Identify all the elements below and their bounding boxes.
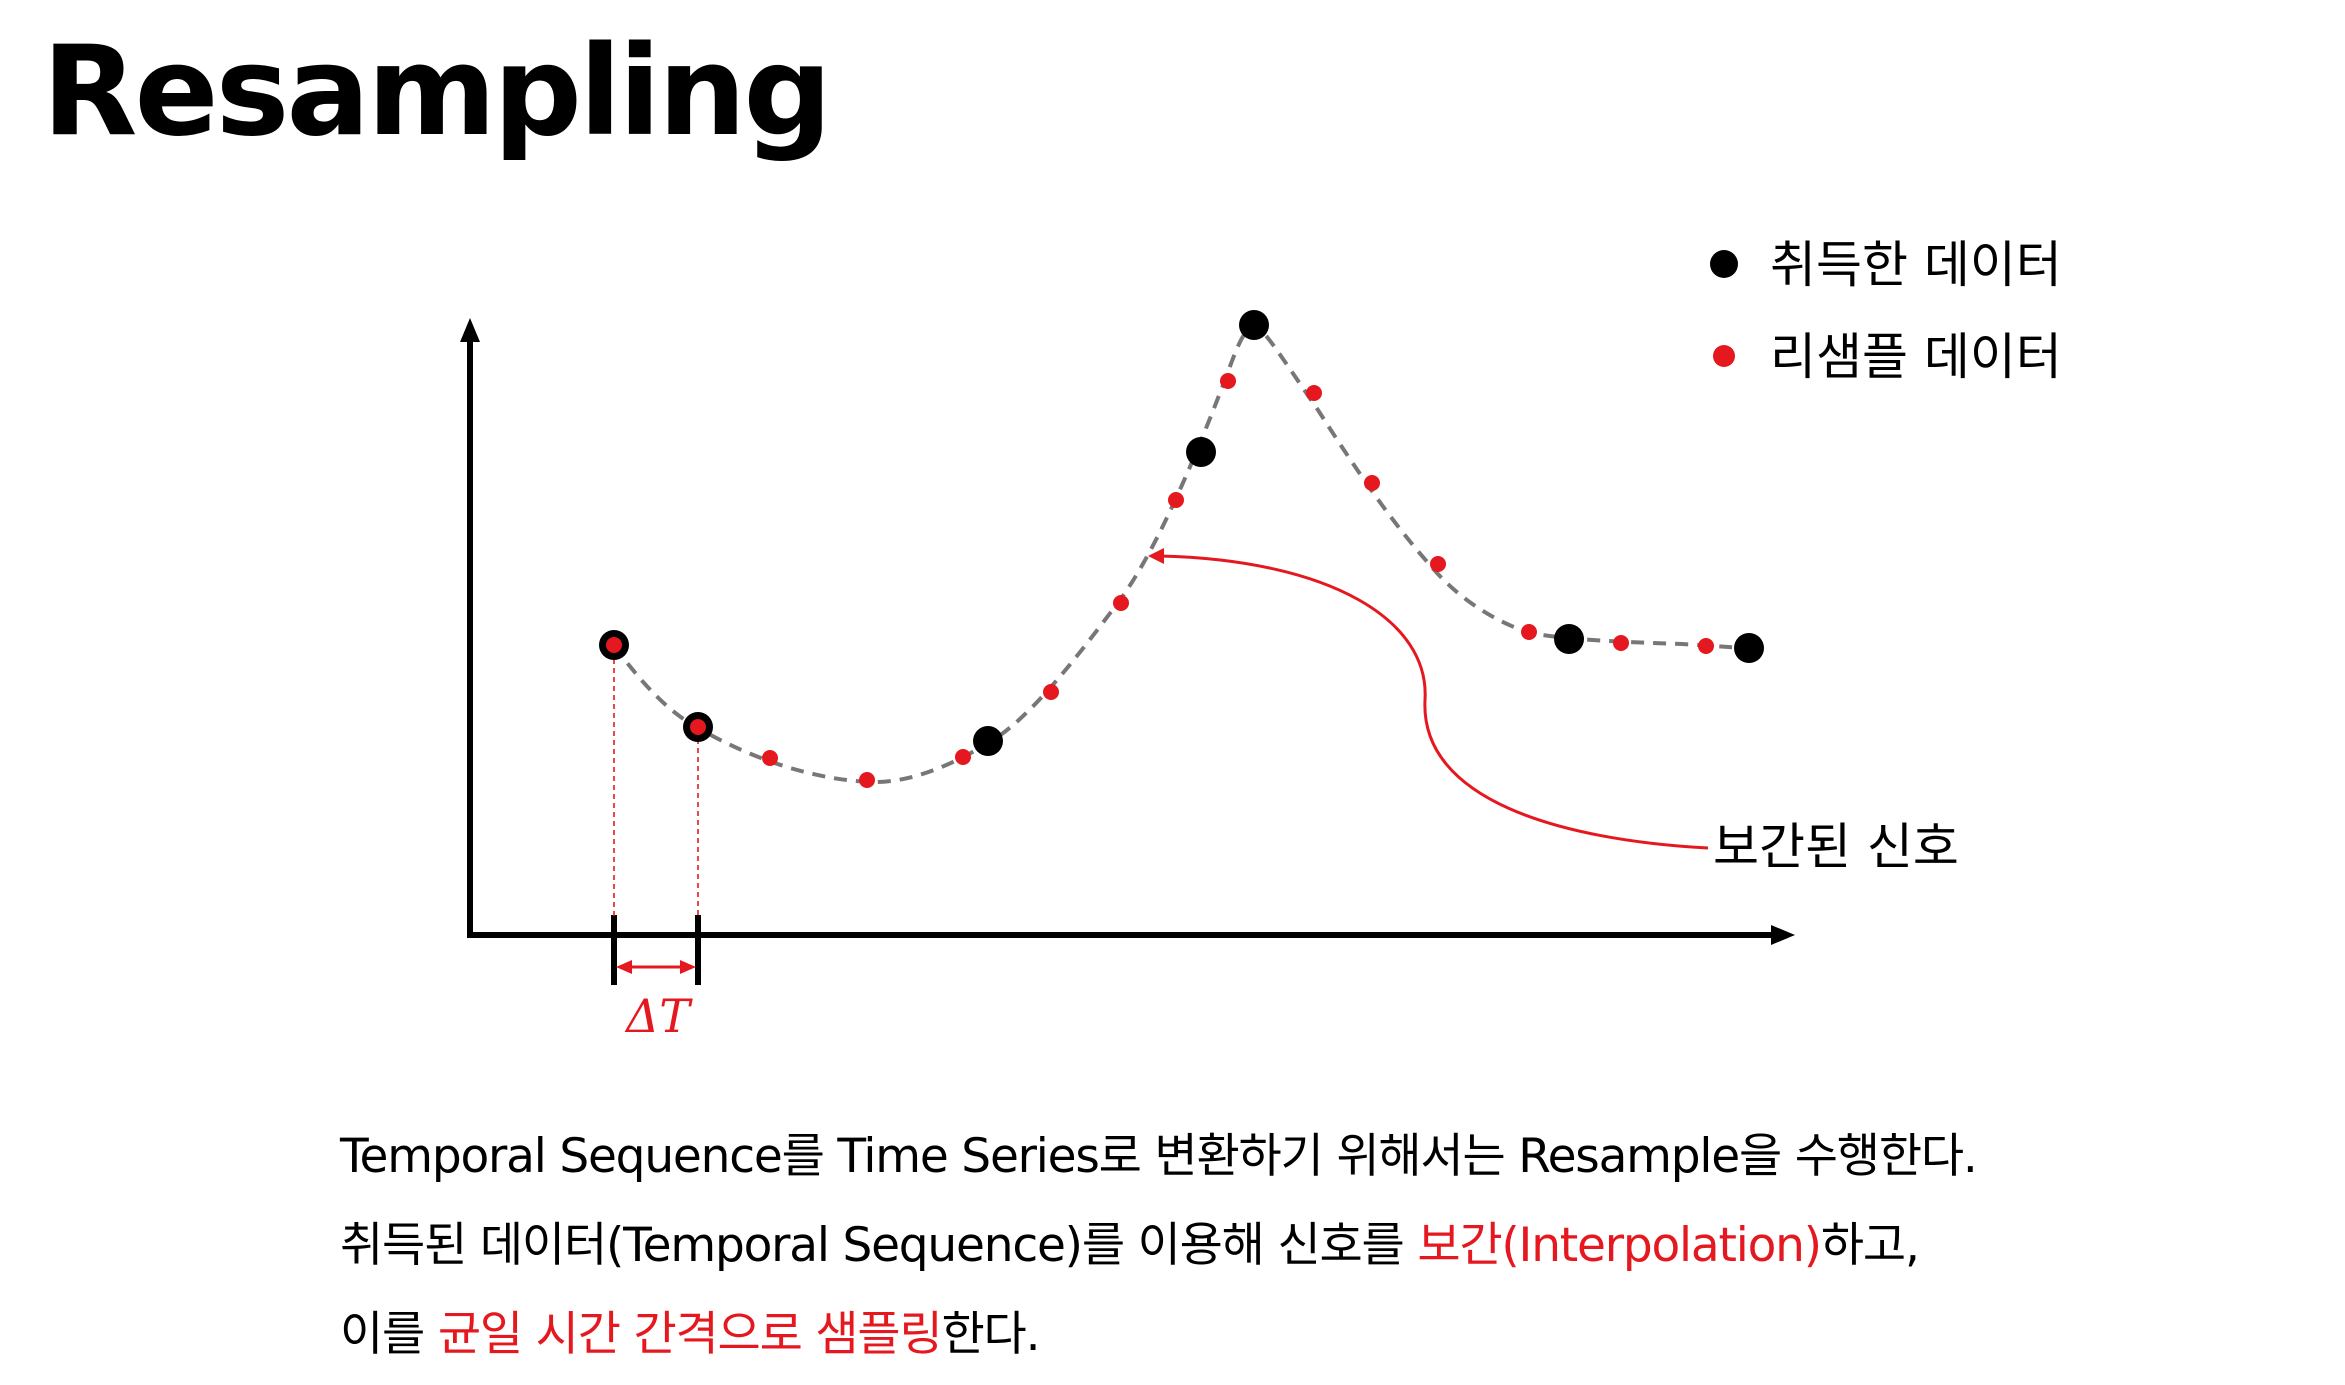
resampled-point bbox=[1168, 492, 1184, 508]
legend-resampled-label: 리샘플 데이터 bbox=[1770, 328, 2062, 386]
delta-t-label: ΔT bbox=[624, 989, 693, 1043]
interpolation-highlight: 보간(Interpolation) bbox=[1417, 1218, 1822, 1273]
uniform-sampling-highlight: 균일 시간 간격으로 샘플링 bbox=[437, 1307, 943, 1362]
y-axis-arrowhead bbox=[460, 318, 480, 342]
description: Temporal Sequence를 Time Series로 변환하기 위해서… bbox=[340, 1112, 2320, 1379]
resampled-point bbox=[1521, 624, 1537, 640]
page-title: Resampling bbox=[42, 20, 832, 164]
interpolated-signal-label: 보간된 신호 bbox=[1713, 818, 1959, 876]
callout-curve bbox=[1159, 554, 1709, 850]
resampled-point bbox=[1430, 556, 1446, 572]
resampled-point bbox=[690, 719, 706, 735]
resampled-point bbox=[955, 749, 971, 765]
resampled-point bbox=[762, 750, 778, 766]
resampled-point bbox=[606, 637, 622, 653]
resampled-point bbox=[1698, 638, 1714, 654]
resampled-point bbox=[859, 772, 875, 788]
acquired-point bbox=[973, 726, 1003, 756]
legend: 취득한 데이터 리샘플 데이터 bbox=[1710, 236, 2062, 386]
resampled-point bbox=[1220, 373, 1236, 389]
resampled-point bbox=[1113, 595, 1129, 611]
acquired-point bbox=[1734, 633, 1764, 663]
acquired-point bbox=[1554, 624, 1584, 654]
red-dot-icon bbox=[1713, 345, 1735, 367]
callout-arrowhead bbox=[1148, 548, 1164, 564]
legend-acquired-label: 취득한 데이터 bbox=[1770, 236, 2062, 294]
resampled-point bbox=[1364, 475, 1380, 491]
description-line-2-prefix: 취득된 데이터(Temporal Sequence)를 이용해 신호를 bbox=[340, 1218, 1418, 1273]
acquired-point bbox=[1239, 310, 1269, 340]
black-dot-icon bbox=[1710, 250, 1738, 278]
x-axis-arrowhead bbox=[1771, 925, 1795, 945]
delta-t-arrowhead-right bbox=[680, 960, 696, 974]
resampled-point bbox=[1306, 385, 1322, 401]
resampled-point bbox=[1043, 684, 1059, 700]
description-line-3-suffix: 한다. bbox=[941, 1307, 1041, 1362]
description-line-3: 이를 균일 시간 간격으로 샘플링한다. bbox=[340, 1290, 2320, 1379]
resampled-point bbox=[1613, 635, 1629, 651]
description-line-2-suffix: 하고, bbox=[1820, 1218, 1920, 1273]
acquired-point bbox=[1186, 437, 1216, 467]
description-line-1: Temporal Sequence를 Time Series로 변환하기 위해서… bbox=[340, 1129, 1978, 1184]
interpolated-curve bbox=[612, 322, 1751, 785]
description-line-2: 취득된 데이터(Temporal Sequence)를 이용해 신호를 보간(I… bbox=[340, 1201, 2320, 1290]
description-line-3-prefix: 이를 bbox=[340, 1307, 438, 1362]
delta-t-arrowhead-left bbox=[616, 960, 632, 974]
